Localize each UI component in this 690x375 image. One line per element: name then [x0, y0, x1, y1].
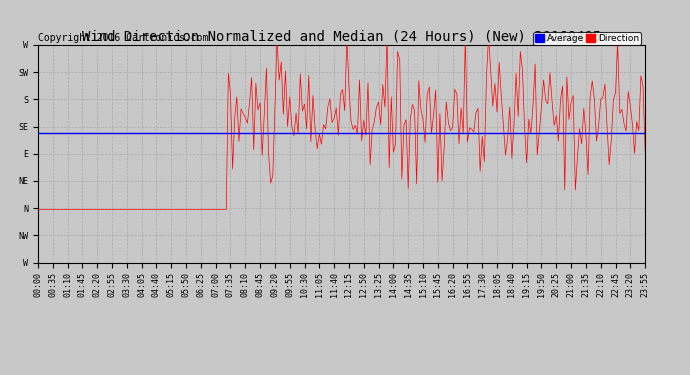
Legend: Average, Direction: Average, Direction [533, 32, 640, 45]
Title: Wind Direction Normalized and Median (24 Hours) (New) 20160405: Wind Direction Normalized and Median (24… [82, 30, 601, 44]
Text: Copyright 2016 Cartronics.com: Copyright 2016 Cartronics.com [38, 33, 208, 43]
